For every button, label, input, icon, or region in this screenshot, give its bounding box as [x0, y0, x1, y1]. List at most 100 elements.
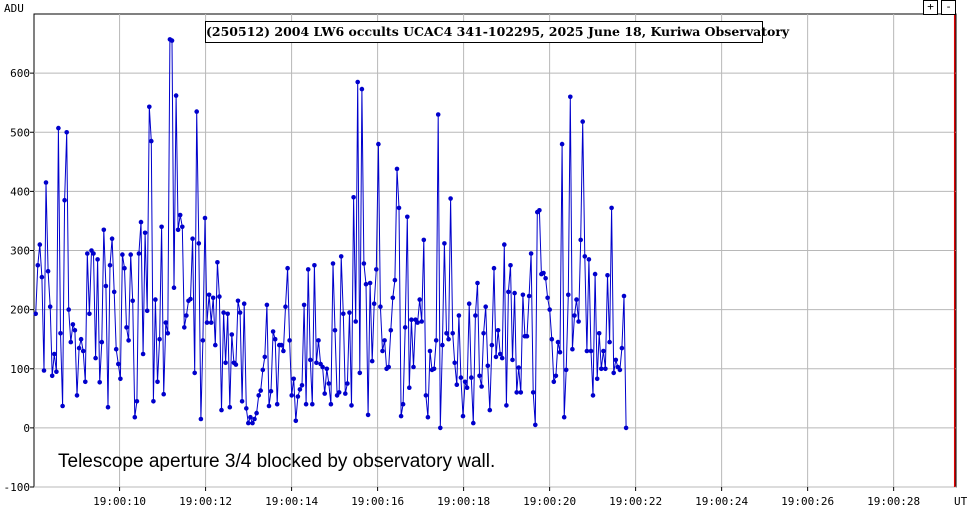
data-point: [405, 214, 410, 220]
data-point: [128, 252, 133, 257]
data-point: [363, 281, 369, 287]
zoom-out-button[interactable]: -: [941, 0, 956, 15]
data-point: [599, 366, 604, 372]
data-point: [553, 373, 559, 379]
data-point: [545, 295, 550, 301]
data-point: [130, 298, 135, 304]
data-point: [543, 276, 548, 281]
data-point: [580, 119, 585, 124]
data-point: [254, 410, 259, 416]
data-point: [180, 224, 185, 230]
data-point: [250, 420, 255, 426]
data-point: [435, 112, 441, 117]
data-point: [303, 401, 309, 407]
data-point: [198, 416, 204, 422]
data-point: [423, 393, 429, 398]
data-point: [200, 338, 206, 343]
data-point: [322, 391, 328, 396]
data-point: [479, 384, 484, 389]
data-point: [229, 332, 235, 337]
data-point: [456, 313, 462, 318]
data-point: [305, 267, 311, 272]
data-point: [215, 260, 220, 265]
data-point: [153, 297, 158, 302]
data-point: [270, 329, 276, 334]
data-point: [132, 414, 138, 420]
data-point: [407, 385, 412, 391]
data-point: [47, 304, 53, 310]
data-point: [623, 425, 629, 431]
data-point: [165, 331, 171, 336]
data-point: [487, 407, 493, 413]
y-tick-label: -100: [4, 481, 31, 494]
x-tick-label: 19:00:22: [609, 495, 662, 508]
data-point: [438, 425, 443, 431]
data-point: [526, 293, 532, 299]
data-point: [549, 336, 555, 342]
data-point: [95, 257, 100, 262]
data-point: [572, 313, 577, 318]
data-point: [382, 338, 387, 343]
data-point: [502, 242, 507, 247]
data-point: [312, 263, 317, 268]
data-point: [142, 230, 148, 236]
data-point: [462, 379, 468, 385]
data-point: [396, 205, 402, 211]
data-point: [495, 328, 501, 333]
data-point: [533, 422, 538, 428]
data-point: [398, 413, 404, 419]
data-point: [124, 325, 129, 330]
data-point: [169, 38, 175, 43]
data-point: [330, 261, 336, 266]
data-point: [41, 368, 47, 373]
data-point: [134, 399, 140, 404]
data-point: [493, 354, 499, 360]
data-point: [293, 418, 299, 424]
data-point: [386, 364, 392, 370]
zoom-in-button[interactable]: +: [923, 0, 938, 15]
data-point: [466, 301, 472, 307]
data-point: [314, 360, 319, 366]
data-point: [155, 379, 160, 385]
data-point: [227, 404, 233, 410]
data-point: [45, 268, 51, 274]
data-point: [66, 307, 71, 312]
data-point: [446, 336, 451, 342]
data-point: [547, 307, 552, 312]
data-point: [415, 320, 420, 325]
data-point: [537, 208, 542, 213]
data-point: [400, 401, 406, 407]
data-point: [256, 393, 262, 398]
data-point: [590, 393, 596, 398]
data-point: [52, 351, 57, 357]
data-point: [596, 331, 602, 336]
data-point: [310, 401, 315, 407]
data-point: [371, 301, 377, 307]
data-point: [287, 338, 292, 343]
data-point: [431, 366, 437, 372]
data-point: [338, 254, 344, 259]
data-point: [190, 236, 195, 241]
data-point: [281, 348, 286, 354]
data-point: [409, 317, 414, 323]
data-point: [619, 345, 625, 351]
data-point: [388, 328, 394, 333]
data-point: [460, 413, 466, 419]
data-point: [603, 366, 608, 372]
data-point: [64, 130, 69, 135]
data-point: [99, 339, 105, 345]
data-point: [444, 331, 449, 336]
data-point: [173, 93, 179, 98]
data-point: [285, 265, 290, 271]
data-point: [204, 320, 210, 325]
data-point: [574, 297, 579, 302]
data-point: [566, 292, 571, 298]
data-point: [578, 237, 583, 243]
data-point: [43, 180, 49, 185]
data-point: [68, 339, 74, 345]
data-point: [512, 290, 517, 296]
data-point: [111, 289, 117, 295]
x-axis-label: UT: [954, 495, 968, 508]
data-point: [489, 342, 495, 348]
data-point: [427, 348, 433, 354]
